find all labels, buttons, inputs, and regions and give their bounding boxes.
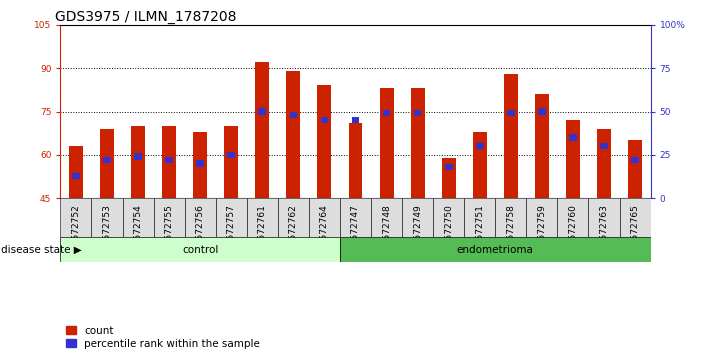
Bar (380, 88, 394, 198)
Text: disease state ▶: disease state ▶ (1, 245, 82, 255)
FancyBboxPatch shape (60, 237, 340, 262)
FancyBboxPatch shape (433, 198, 464, 237)
FancyBboxPatch shape (340, 237, 651, 262)
FancyBboxPatch shape (526, 198, 557, 237)
Text: GSM572754: GSM572754 (134, 204, 143, 259)
Text: GDS3975 / ILMN_1787208: GDS3975 / ILMN_1787208 (55, 10, 236, 24)
FancyBboxPatch shape (122, 198, 154, 237)
Text: GSM572763: GSM572763 (599, 204, 609, 259)
FancyBboxPatch shape (278, 198, 309, 237)
Bar (72, 172, 80, 179)
Bar (193, 132, 207, 198)
FancyBboxPatch shape (309, 198, 340, 237)
FancyBboxPatch shape (464, 198, 496, 237)
Bar (162, 126, 176, 198)
Text: GSM572759: GSM572759 (538, 204, 546, 259)
Bar (566, 120, 580, 198)
Text: GSM572750: GSM572750 (444, 204, 453, 259)
FancyBboxPatch shape (154, 198, 185, 237)
Text: GSM572756: GSM572756 (196, 204, 205, 259)
Bar (131, 126, 145, 198)
Bar (569, 135, 577, 141)
FancyBboxPatch shape (60, 198, 92, 237)
Bar (411, 88, 424, 198)
Bar (134, 153, 142, 160)
Text: GSM572757: GSM572757 (227, 204, 236, 259)
Bar (100, 129, 114, 198)
Bar (476, 143, 483, 149)
Bar (287, 71, 300, 198)
Bar (348, 123, 363, 198)
Bar (473, 132, 487, 198)
FancyBboxPatch shape (185, 198, 215, 237)
Bar (383, 110, 390, 116)
Text: GSM572758: GSM572758 (506, 204, 515, 259)
Text: GSM572752: GSM572752 (72, 204, 80, 259)
Text: GSM572751: GSM572751 (475, 204, 484, 259)
Bar (224, 126, 238, 198)
Text: GSM572755: GSM572755 (165, 204, 173, 259)
FancyBboxPatch shape (402, 198, 433, 237)
FancyBboxPatch shape (371, 198, 402, 237)
Bar (289, 112, 297, 118)
Bar (631, 157, 639, 163)
FancyBboxPatch shape (340, 198, 371, 237)
Bar (628, 141, 642, 198)
Bar (321, 117, 328, 123)
Bar (597, 129, 611, 198)
Text: GSM572761: GSM572761 (258, 204, 267, 259)
Text: GSM572765: GSM572765 (631, 204, 639, 259)
Bar (259, 108, 266, 115)
Text: GSM572762: GSM572762 (289, 204, 298, 259)
Bar (600, 143, 608, 149)
FancyBboxPatch shape (215, 198, 247, 237)
FancyBboxPatch shape (247, 198, 278, 237)
Bar (352, 117, 359, 123)
Bar (445, 164, 452, 170)
Text: GSM572748: GSM572748 (382, 204, 391, 259)
Text: GSM572753: GSM572753 (102, 204, 112, 259)
Bar (442, 158, 456, 198)
Bar (103, 157, 111, 163)
Text: GSM572760: GSM572760 (568, 204, 577, 259)
Bar (69, 146, 83, 198)
Bar (255, 62, 269, 198)
Bar (165, 157, 173, 163)
Text: GSM572747: GSM572747 (351, 204, 360, 259)
Bar (414, 110, 422, 116)
Bar (196, 160, 204, 167)
Bar (317, 85, 331, 198)
Bar (228, 152, 235, 158)
Bar (538, 108, 546, 115)
Bar (507, 110, 515, 116)
FancyBboxPatch shape (496, 198, 526, 237)
FancyBboxPatch shape (557, 198, 589, 237)
Text: GSM572749: GSM572749 (413, 204, 422, 259)
FancyBboxPatch shape (619, 198, 651, 237)
FancyBboxPatch shape (92, 198, 122, 237)
Legend: count, percentile rank within the sample: count, percentile rank within the sample (65, 326, 260, 349)
Bar (504, 74, 518, 198)
FancyBboxPatch shape (589, 198, 619, 237)
Bar (535, 94, 549, 198)
Text: GSM572764: GSM572764 (320, 204, 329, 259)
Text: endometrioma: endometrioma (457, 245, 534, 255)
Text: control: control (182, 245, 218, 255)
